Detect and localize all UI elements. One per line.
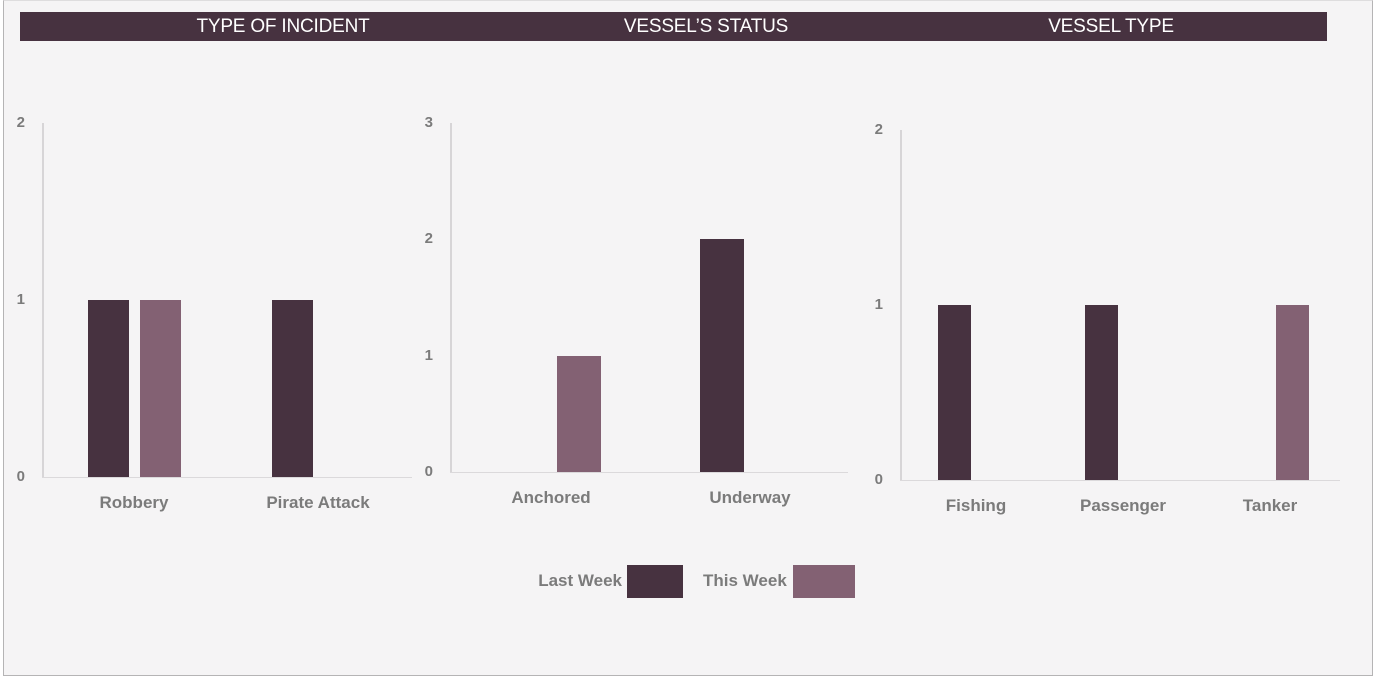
y-tick-label: 1 — [874, 296, 883, 313]
bar-this-week-tanker — [1275, 305, 1309, 480]
chart-title-vessel-type: VESSEL TYPE — [1048, 16, 1174, 37]
bar-this-week-robbery — [139, 300, 181, 477]
legend-swatch-this-week — [793, 565, 855, 598]
x-category-label-tanker: Tanker — [1242, 496, 1298, 515]
legend-label-last-week: Last Week — [538, 571, 622, 590]
dashboard-canvas: TYPE OF INCIDENT VESSEL’S STATUS VESSEL … — [3, 0, 1373, 676]
bar-this-week-anchored — [557, 355, 601, 472]
bar-last-week-pirate-attack — [271, 300, 313, 477]
x-category-label-robbery: Robbery — [99, 493, 169, 512]
bar-last-week-fishing — [937, 305, 971, 480]
y-tick-label: 0 — [424, 463, 433, 480]
bar-last-week-underway — [700, 239, 744, 472]
x-axis-line — [450, 472, 848, 473]
bar-last-week-robbery — [87, 300, 129, 477]
x-category-label-pirate-attack: Pirate Attack — [266, 493, 370, 512]
x-category-label-anchored: Anchored — [511, 488, 591, 507]
x-axis-line — [900, 480, 1340, 481]
x-axis-line — [42, 477, 412, 478]
y-tick-label: 2 — [874, 121, 883, 138]
x-category-label-underway: Underway — [709, 488, 791, 507]
y-axis-line — [450, 123, 452, 472]
y-tick-label: 1 — [16, 291, 25, 308]
y-tick-label: 2 — [16, 114, 25, 131]
y-tick-label: 3 — [424, 114, 433, 131]
y-tick-label: 1 — [424, 346, 433, 364]
legend-label-this-week: This Week — [703, 571, 787, 590]
chart-title-vessels-status: VESSEL’S STATUS — [623, 16, 789, 37]
y-tick-label: 0 — [16, 468, 25, 485]
y-tick-label: 2 — [424, 230, 433, 248]
y-axis-line — [42, 123, 44, 477]
x-category-label-passenger: Passenger — [1080, 496, 1166, 515]
legend-swatch-last-week — [627, 565, 683, 598]
y-tick-label: 0 — [874, 471, 883, 488]
y-axis-line — [900, 130, 902, 480]
x-category-label-fishing: Fishing — [945, 496, 1007, 515]
bar-last-week-passenger — [1084, 305, 1118, 480]
chart-title-type-of-incident: TYPE OF INCIDENT — [196, 16, 370, 37]
dashboard-header-bar: TYPE OF INCIDENT VESSEL’S STATUS VESSEL … — [20, 12, 1327, 41]
